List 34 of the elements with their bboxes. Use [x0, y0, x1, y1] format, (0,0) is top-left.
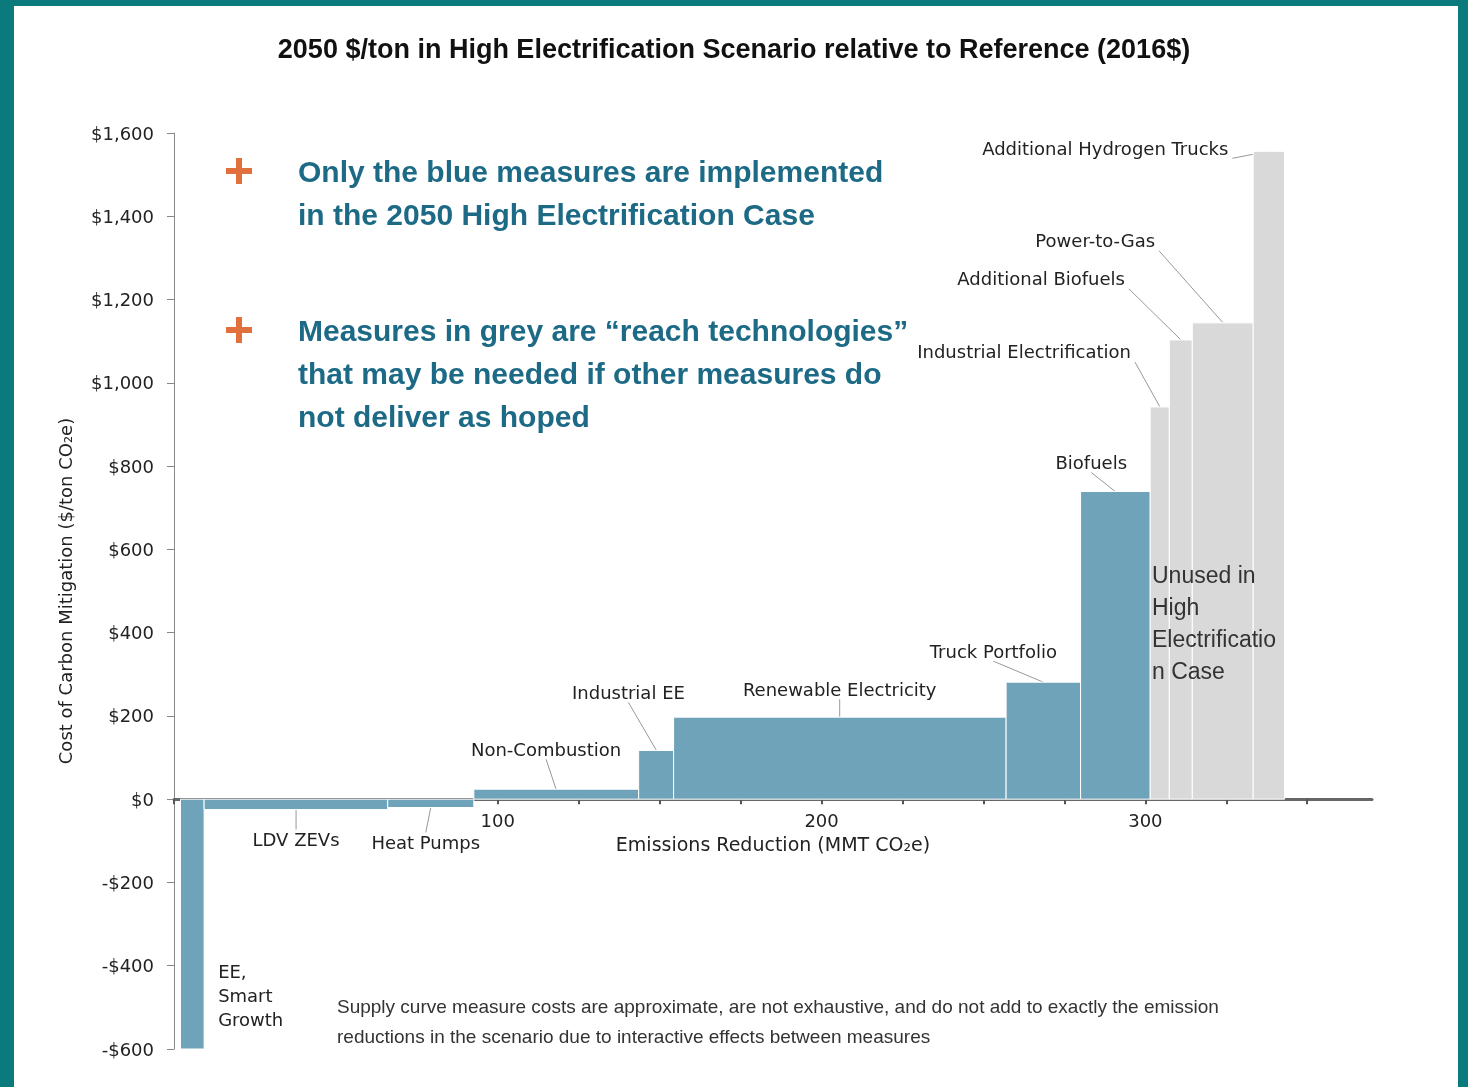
annotation: Only the blue measures are implemented in the 2050 High Electrification Case	[298, 154, 885, 233]
x-axis-title: Emissions Reduction (MMT CO₂e)	[615, 832, 931, 855]
annotation: Supply curve measure costs are approximate, are not exhaustive, and do not add to exactly the emission reductions in the scenario due to interactive effects between measures	[337, 995, 1220, 1049]
y-tick-label: -$600	[101, 1038, 154, 1060]
annotation: Additional Hydrogen Trucks	[982, 137, 1229, 159]
chart-title: 2050 $/ton in High Electrification Scenario relative to Reference (2016$)	[277, 33, 1191, 64]
annotation: Non-Combustion	[470, 738, 622, 760]
annotation: Biofuels	[1055, 451, 1128, 473]
y-tick-label: $1,600	[91, 122, 154, 144]
annotation: Industrial Electrification	[917, 341, 1131, 363]
x-tick-label: 300	[1128, 809, 1163, 831]
annotation: Unused in High Electrification Case	[1152, 561, 1277, 686]
annotation: EE, Smart Growth	[218, 960, 284, 1030]
y-tick-label: $1,200	[91, 289, 154, 311]
x-tick-label: 200	[804, 809, 839, 831]
y-tick-label: $0	[131, 788, 154, 810]
x-tick-label: 100	[480, 809, 515, 831]
annotation: Measures in grey are “reach technologies” that may be needed if other measures do not deliver as hoped	[298, 313, 910, 435]
y-tick-label: -$200	[101, 871, 154, 893]
annotation: Truck Portfolio	[928, 640, 1057, 662]
y-tick-label: $600	[108, 538, 154, 560]
y-tick-label: $800	[108, 455, 154, 477]
annotation: Industrial EE	[571, 681, 685, 703]
annotation: Additional Biofuels	[957, 268, 1125, 290]
y-tick-label: $1,400	[91, 205, 154, 227]
annotation: Renewable Electricity	[742, 678, 937, 700]
y-axis-title: Cost of Carbon Mitigation ($/ton CO₂e)	[54, 417, 76, 765]
y-tick-label: -$400	[101, 955, 154, 977]
annotation: LDV ZEVs	[252, 829, 340, 851]
y-tick-label: $200	[108, 705, 154, 727]
y-tick-label: $1,000	[91, 372, 154, 394]
annotation: Heat Pumps	[371, 832, 481, 854]
annotation: Power-to-Gas	[1035, 230, 1156, 252]
y-tick-label: $400	[108, 622, 154, 644]
